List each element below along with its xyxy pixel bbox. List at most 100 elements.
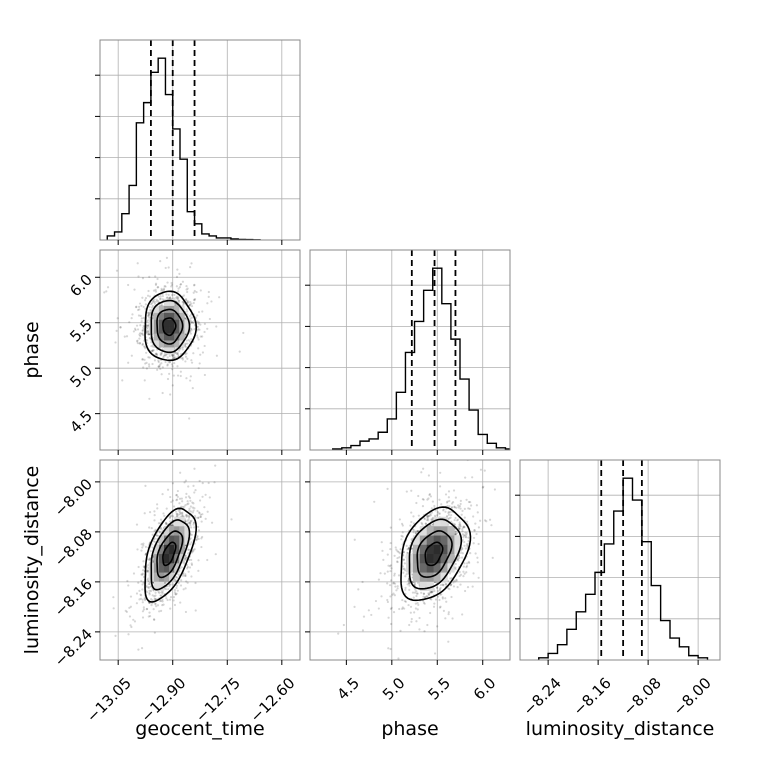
scatter-point xyxy=(165,296,169,299)
scatter-point xyxy=(141,332,144,335)
scatter-point xyxy=(191,387,194,390)
scatter-point xyxy=(142,544,145,547)
scatter-point xyxy=(159,353,162,356)
scatter-point xyxy=(447,513,451,516)
scatter-point xyxy=(128,606,131,609)
scatter-point xyxy=(142,305,145,309)
scatter-point xyxy=(115,329,118,332)
scatter-point xyxy=(133,620,137,623)
scatter-point xyxy=(148,295,152,298)
scatter-point xyxy=(184,503,187,507)
scatter-point xyxy=(173,293,176,297)
scatter-point xyxy=(206,302,209,305)
scatter-point xyxy=(190,558,193,562)
scatter-point xyxy=(389,595,392,598)
scatter-point xyxy=(187,548,190,551)
scatter-point xyxy=(195,538,199,541)
scatter-point xyxy=(165,256,169,259)
scatter-point xyxy=(198,499,202,502)
scatter-point xyxy=(472,572,475,575)
scatter-point xyxy=(193,507,196,510)
scatter-point xyxy=(143,512,146,515)
scatter-point xyxy=(172,505,176,508)
scatter-point xyxy=(453,518,456,522)
scatter-point xyxy=(157,534,160,537)
x-tick-label: −8.08 xyxy=(620,674,665,719)
scatter-point xyxy=(441,597,444,600)
density-cell xyxy=(158,305,165,313)
scatter-point xyxy=(214,553,217,556)
scatter-point xyxy=(184,544,187,547)
density-cell xyxy=(164,572,170,582)
scatter-point xyxy=(148,558,151,561)
density-cell xyxy=(419,581,428,592)
scatter-point xyxy=(185,377,188,380)
scatter-point xyxy=(404,569,407,572)
panel-grid-1-0 xyxy=(100,250,300,450)
scatter-point xyxy=(382,558,385,561)
scatter-point xyxy=(121,379,124,382)
scatter-point xyxy=(413,583,417,586)
scatter-point xyxy=(406,583,409,586)
scatter-point xyxy=(133,327,137,330)
scatter-point xyxy=(427,474,430,477)
density-cell xyxy=(184,535,190,545)
scatter-point xyxy=(425,678,427,680)
scatter-point xyxy=(454,566,457,569)
scatter-point xyxy=(197,516,200,519)
scatter-point xyxy=(147,289,150,293)
scatter-point xyxy=(155,300,158,303)
scatter-point xyxy=(178,497,182,500)
scatter-point xyxy=(164,588,168,591)
scatter-point xyxy=(193,283,196,286)
scatter-point xyxy=(466,520,469,523)
scatter-point xyxy=(156,299,160,303)
scatter-point xyxy=(465,565,469,568)
scatter-point xyxy=(178,510,181,514)
scatter-point xyxy=(179,584,183,587)
scatter-point xyxy=(196,516,200,519)
scatter-point xyxy=(144,347,147,350)
scatter-point xyxy=(201,351,205,354)
scatter-point xyxy=(427,514,430,517)
scatter-point xyxy=(452,581,455,584)
scatter-point xyxy=(179,374,182,378)
scatter-point xyxy=(125,335,129,338)
density-cell xyxy=(164,563,170,573)
density-cell xyxy=(174,516,180,527)
scatter-point xyxy=(476,556,479,559)
scatter-point xyxy=(462,565,465,568)
scatter-point xyxy=(168,520,172,523)
scatter-point xyxy=(420,591,423,594)
panel-frame-1-1 xyxy=(309,249,511,451)
scatter-point xyxy=(184,360,187,363)
scatter-point xyxy=(176,489,179,493)
scatter-point xyxy=(394,585,397,588)
scatter-point xyxy=(361,629,365,632)
scatter-point xyxy=(473,529,476,532)
scatter-point xyxy=(200,545,203,549)
pair-panel-geocent_time-luminosity_distance xyxy=(112,456,233,651)
scatter-point xyxy=(449,516,452,519)
scatter-point xyxy=(187,570,190,573)
scatter-point xyxy=(188,340,191,343)
scatter-point xyxy=(158,610,161,613)
scatter-point xyxy=(164,581,167,584)
scatter-point xyxy=(175,592,178,595)
scatter-point xyxy=(155,533,158,537)
scatter-point xyxy=(224,456,226,458)
scatter-point xyxy=(140,317,143,320)
scatter-point xyxy=(144,362,147,365)
scatter-point xyxy=(467,539,470,543)
scatter-point xyxy=(462,575,465,578)
scatter-point xyxy=(199,289,202,292)
scatter-point xyxy=(175,512,178,515)
density-cell xyxy=(179,526,185,536)
scatter-point xyxy=(467,507,470,510)
scatter-point xyxy=(473,529,476,532)
density-cell xyxy=(174,319,180,327)
scatter-point xyxy=(386,582,389,585)
density-cell xyxy=(174,333,180,341)
scatter-point xyxy=(428,593,431,596)
scatter-point xyxy=(386,487,389,490)
